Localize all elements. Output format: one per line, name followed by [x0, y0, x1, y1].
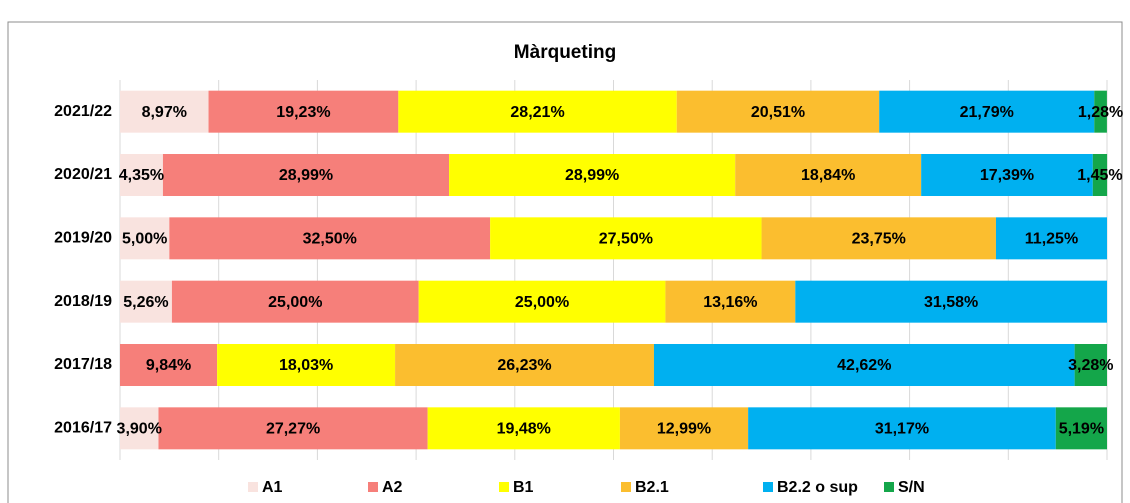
legend-swatch — [621, 482, 631, 492]
y-tick-label: 2020/21 — [54, 166, 112, 183]
bar-segment — [217, 344, 396, 386]
legend-swatch — [368, 482, 378, 492]
data-label: 25,00% — [515, 294, 569, 311]
data-label: 8,97% — [142, 104, 187, 121]
bar-segment — [1055, 407, 1107, 450]
data-label: 23,75% — [852, 231, 906, 248]
bar-segment — [676, 90, 880, 133]
bar-segment — [879, 90, 1095, 133]
legend-swatch — [499, 482, 509, 492]
bar-segment — [169, 217, 491, 260]
bar-segment — [171, 280, 419, 323]
data-label: 27,50% — [599, 231, 653, 248]
data-label: 26,23% — [497, 357, 551, 374]
bar-segment — [120, 344, 218, 386]
legend-swatch — [763, 482, 773, 492]
bar-segment — [795, 280, 1107, 323]
data-label: 25,00% — [268, 294, 322, 311]
data-label: 1,28% — [1078, 104, 1123, 121]
bar-segment — [120, 280, 172, 323]
y-tick-label: 2018/19 — [54, 293, 112, 310]
bar-segment — [395, 344, 654, 386]
legend-label: A1 — [262, 479, 283, 496]
bar-segment — [761, 217, 996, 260]
bar-segment — [120, 407, 159, 450]
data-label: 19,48% — [497, 421, 551, 438]
data-label: 11,25% — [1025, 231, 1078, 248]
legend-label: A2 — [382, 479, 403, 496]
data-label: 27,27% — [266, 421, 320, 438]
bar-segment — [120, 217, 170, 260]
data-label: 19,23% — [276, 104, 330, 121]
bar-segment — [1092, 154, 1108, 196]
bar-segment — [748, 407, 1056, 450]
chart-title: Màrqueting — [514, 42, 616, 63]
data-label: 17,39% — [980, 167, 1034, 184]
data-label: 3,90% — [117, 421, 162, 438]
data-label: 1,45% — [1077, 167, 1122, 184]
bar-segment — [449, 154, 736, 196]
data-label: 18,03% — [279, 357, 333, 374]
data-label: 20,51% — [751, 104, 805, 121]
bar-segment — [418, 280, 666, 323]
data-label: 28,21% — [510, 104, 564, 121]
y-tick-label: 2016/17 — [54, 420, 112, 437]
legend-label: S/N — [898, 479, 925, 496]
bar-segment — [619, 407, 749, 450]
bar-segment — [162, 154, 450, 196]
data-label: 28,99% — [565, 167, 619, 184]
data-label: 3,28% — [1068, 357, 1113, 374]
bar-segment — [158, 407, 428, 450]
y-tick-label: 2021/22 — [54, 103, 112, 120]
data-label: 12,99% — [657, 421, 711, 438]
y-tick-label: 2019/20 — [54, 230, 112, 247]
bar-segment — [120, 154, 163, 196]
bar-segment — [208, 90, 399, 133]
data-label: 31,58% — [924, 294, 978, 311]
y-tick-label: 2017/18 — [54, 356, 112, 373]
data-label: 5,00% — [122, 231, 167, 248]
bar-segment — [1094, 90, 1107, 133]
data-label: 31,17% — [875, 421, 929, 438]
bar-segment — [921, 154, 1093, 196]
legend-label: B1 — [513, 479, 534, 496]
data-label: 5,26% — [123, 294, 168, 311]
bar-segment — [490, 217, 762, 260]
data-label: 13,16% — [703, 294, 757, 311]
data-label: 32,50% — [303, 231, 357, 248]
bar-segment — [665, 280, 796, 323]
data-label: 9,84% — [146, 357, 191, 374]
legend-swatch — [248, 482, 258, 492]
data-label: 18,84% — [801, 167, 855, 184]
bar-segment — [995, 217, 1107, 260]
bar-segment — [1074, 344, 1107, 386]
bar-segment — [427, 407, 620, 450]
data-label: 4,35% — [119, 167, 164, 184]
bar-segment — [653, 344, 1075, 386]
data-label: 21,79% — [960, 104, 1014, 121]
legend-label: B2.2 o sup — [777, 479, 858, 496]
data-label: 5,19% — [1059, 421, 1104, 438]
data-label: 28,99% — [279, 167, 333, 184]
legend-label: B2.1 — [635, 479, 669, 496]
data-label: 42,62% — [837, 357, 891, 374]
bar-segment — [120, 90, 209, 133]
bar-segment — [735, 154, 922, 196]
bar-segment — [398, 90, 677, 133]
legend-swatch — [884, 482, 894, 492]
